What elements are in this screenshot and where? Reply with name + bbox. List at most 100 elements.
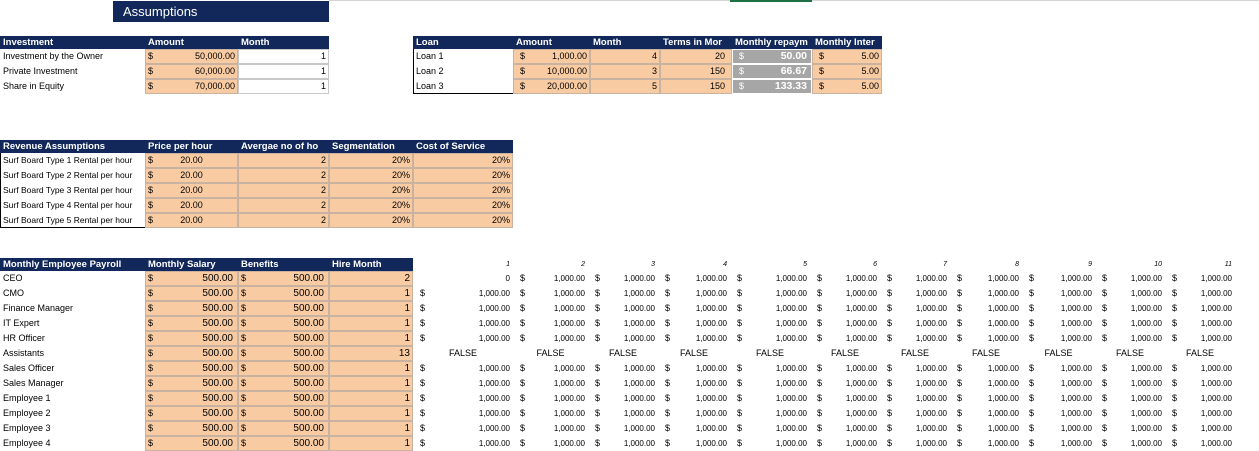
- loan-name: Loan 1: [416, 51, 444, 61]
- hire-month: 1: [404, 333, 410, 344]
- month-header: 5: [803, 261, 807, 268]
- currency-symbol: $: [1172, 318, 1178, 328]
- revenue-value: 2: [320, 215, 326, 225]
- monthly-cost: FALSE: [971, 348, 1000, 358]
- currency-symbol: $: [420, 393, 426, 403]
- hire-month: 13: [398, 348, 410, 359]
- salary: 500.00: [202, 408, 233, 419]
- monthly-cost: 1,000.00: [1200, 364, 1232, 373]
- employee-name: HR Officer: [3, 333, 45, 343]
- monthly-cost: 1,000.00: [845, 364, 877, 373]
- monthly-cost: 1,000.00: [695, 289, 727, 298]
- month: 1: [320, 66, 326, 76]
- sheet-title: Assumptions: [123, 4, 198, 19]
- monthly-cost: 1,000.00: [478, 424, 510, 433]
- currency-symbol: $: [241, 273, 247, 283]
- input-cell: [145, 376, 238, 391]
- loan-header: Terms in Mor: [663, 37, 722, 48]
- monthly-cost: 1,000.00: [623, 274, 655, 283]
- input-cell: [329, 316, 413, 331]
- monthly-cost: 1,000.00: [1060, 379, 1092, 388]
- monthly-cost: 1,000.00: [553, 439, 585, 448]
- currency-symbol: $: [957, 378, 963, 388]
- loan-month: 4: [651, 51, 657, 61]
- employee-name: Finance Manager: [3, 303, 74, 313]
- input-cell: [238, 271, 329, 286]
- currency-symbol: $: [739, 81, 745, 91]
- monthly-cost: 1,000.00: [1130, 304, 1162, 313]
- currency-symbol: $: [148, 348, 154, 358]
- loan-name: Loan 3: [416, 81, 444, 91]
- monthly-cost: 1,000.00: [1130, 379, 1162, 388]
- currency-symbol: $: [420, 438, 426, 448]
- input-cell: [145, 168, 238, 183]
- monthly-cost: 1,000.00: [845, 379, 877, 388]
- monthly-cost: FALSE: [1185, 348, 1214, 358]
- revenue-value: 20%: [391, 200, 410, 210]
- currency-symbol: $: [1029, 318, 1035, 328]
- monthly-cost: 1,000.00: [775, 379, 807, 388]
- currency-symbol: $: [148, 408, 154, 418]
- monthly-cost: 1,000.00: [695, 364, 727, 373]
- input-cell: [238, 213, 329, 228]
- loan-header-bar: [413, 36, 882, 49]
- currency-symbol: $: [520, 378, 526, 388]
- currency-symbol: $: [957, 408, 963, 418]
- salary: 500.00: [202, 363, 233, 374]
- currency-symbol: $: [148, 215, 154, 225]
- monthly-cost: FALSE: [755, 348, 784, 358]
- currency-symbol: $: [241, 378, 247, 388]
- monthly-cost: 1,000.00: [695, 439, 727, 448]
- currency-symbol: $: [148, 378, 154, 388]
- monthly-cost: 1,000.00: [915, 304, 947, 313]
- employee-name: Employee 3: [3, 423, 51, 433]
- monthly-cost: 1,000.00: [478, 439, 510, 448]
- monthly-cost: 1,000.00: [553, 409, 585, 418]
- input-cell: [329, 213, 413, 228]
- row-label: Share in Equity: [3, 81, 65, 91]
- currency-symbol: $: [520, 408, 526, 418]
- monthly-cost: 1,000.00: [775, 439, 807, 448]
- currency-symbol: $: [595, 408, 601, 418]
- currency-symbol: $: [148, 170, 154, 180]
- monthly-cost: 1,000.00: [553, 319, 585, 328]
- monthly-cost: 1,000.00: [553, 394, 585, 403]
- currency-symbol: $: [1029, 288, 1035, 298]
- currency-symbol: $: [1172, 333, 1178, 343]
- input-cell: [238, 346, 329, 361]
- benefits: 500.00: [293, 273, 324, 284]
- monthly-cost: 1,000.00: [478, 319, 510, 328]
- currency-symbol: $: [595, 423, 601, 433]
- monthly-cost: 1,000.00: [553, 304, 585, 313]
- currency-symbol: $: [887, 363, 893, 373]
- investment-header: Amount: [148, 37, 184, 48]
- currency-symbol: $: [1172, 438, 1178, 448]
- input-cell: [238, 286, 329, 301]
- currency-symbol: $: [887, 438, 893, 448]
- monthly-cost: 1,000.00: [1200, 439, 1232, 448]
- monthly-cost: 1,000.00: [1060, 364, 1092, 373]
- employee-name: Employee 2: [3, 408, 51, 418]
- payroll-header: Benefits: [241, 259, 279, 270]
- revenue-value: 20%: [391, 155, 410, 165]
- salary: 500.00: [202, 288, 233, 299]
- monthly-cost: 1,000.00: [553, 379, 585, 388]
- input-cell: [329, 183, 413, 198]
- monthly-cost: 1,000.00: [1200, 394, 1232, 403]
- currency-symbol: $: [1102, 318, 1108, 328]
- hire-month: 1: [404, 318, 410, 329]
- monthly-cost: 1,000.00: [553, 364, 585, 373]
- currency-symbol: $: [520, 66, 526, 76]
- investment-header-bar: [0, 36, 329, 49]
- revenue-value: 20.00: [180, 185, 203, 195]
- month-header: 8: [1015, 261, 1019, 268]
- employee-name: Sales Manager: [3, 378, 64, 388]
- hire-month: 1: [404, 363, 410, 374]
- currency-symbol: $: [1029, 438, 1035, 448]
- currency-symbol: $: [148, 363, 154, 373]
- monthly-cost: 1,000.00: [1130, 274, 1162, 283]
- input-cell: [145, 183, 238, 198]
- row-label: Surf Board Type 2 Rental per hour: [3, 170, 133, 180]
- currency-symbol: $: [665, 333, 671, 343]
- monthly-cost: 1,000.00: [1060, 409, 1092, 418]
